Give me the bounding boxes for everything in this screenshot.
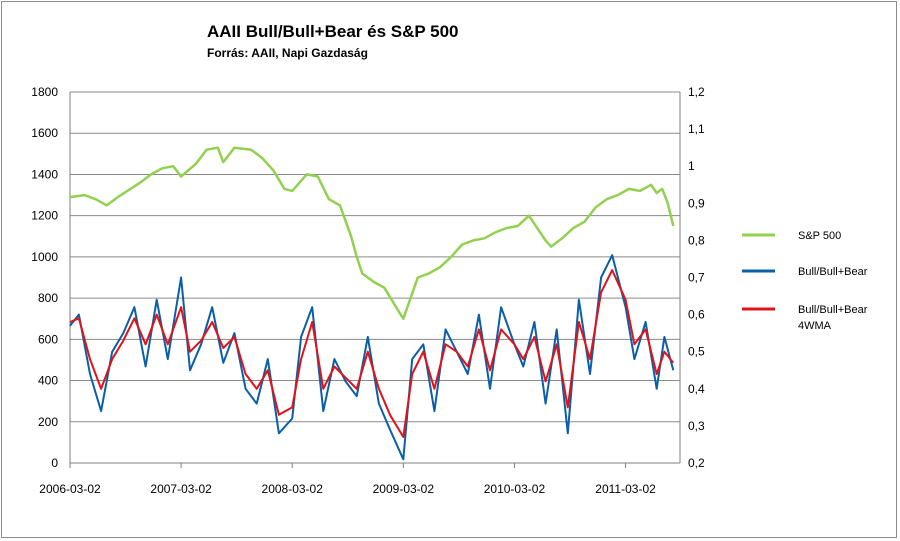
y-right-tick-label: 1,2 (688, 85, 705, 99)
y-right-tick-label: 0,6 (688, 308, 705, 322)
y-right-tick-label: 0,9 (688, 196, 705, 210)
y-left-tick-label: 1400 (31, 167, 58, 181)
chart-subtitle: Forrás: AAII, Napi Gazdaság (207, 46, 368, 60)
x-tick-label: 2008-03-02 (262, 482, 324, 496)
y-right-tick-label: 1,1 (688, 122, 705, 136)
x-tick-label: 2010-03-02 (484, 482, 546, 496)
y-right-tick-label: 1 (688, 159, 695, 173)
legend-label: Bull/Bull+Bear (798, 304, 868, 316)
y-right-tick-label: 0,3 (688, 419, 705, 433)
x-tick-label: 2011-03-02 (595, 482, 656, 496)
series-line (69, 146, 675, 320)
legend-label: 4WMA (798, 320, 832, 332)
series-layer (69, 146, 675, 461)
series-line (69, 254, 675, 461)
series-line (69, 269, 675, 438)
axes (69, 92, 681, 468)
legend-label: S&P 500 (798, 230, 841, 242)
y-left-tick-label: 400 (38, 374, 58, 388)
y-left-tick-label: 1600 (31, 126, 58, 140)
legend-label: Bull/Bull+Bear (798, 266, 868, 278)
y-left-tick-label: 0 (51, 456, 58, 470)
y-right-tick-label: 0,7 (688, 271, 705, 285)
tick-labels: 0 200 400 600 800 1000 1200 1400 1600 1800 0,2 0,3 0… (31, 85, 705, 496)
y-left-tick-label: 800 (38, 291, 58, 305)
y-left-tick-label: 200 (38, 415, 58, 429)
x-tick-label: 2007-03-02 (150, 482, 212, 496)
y-left-tick-label: 600 (38, 332, 58, 346)
y-right-tick-label: 0,5 (688, 345, 705, 359)
y-left-tick-label: 1000 (31, 250, 58, 264)
chart-title: AAII Bull/Bull+Bear és S&P 500 (207, 22, 459, 41)
y-right-tick-label: 0,8 (688, 233, 705, 247)
y-left-tick-label: 1200 (31, 209, 58, 223)
legend: S&P 500 Bull/Bull+Bear Bull/Bull+Bear 4WMA (742, 230, 868, 332)
x-tick-label: 2009-03-02 (373, 482, 435, 496)
y-right-tick-label: 0,2 (688, 456, 705, 470)
x-tick-label: 2006-03-02 (39, 482, 101, 496)
y-left-tick-label: 1800 (31, 85, 58, 99)
y-right-tick-label: 0,4 (688, 382, 705, 396)
